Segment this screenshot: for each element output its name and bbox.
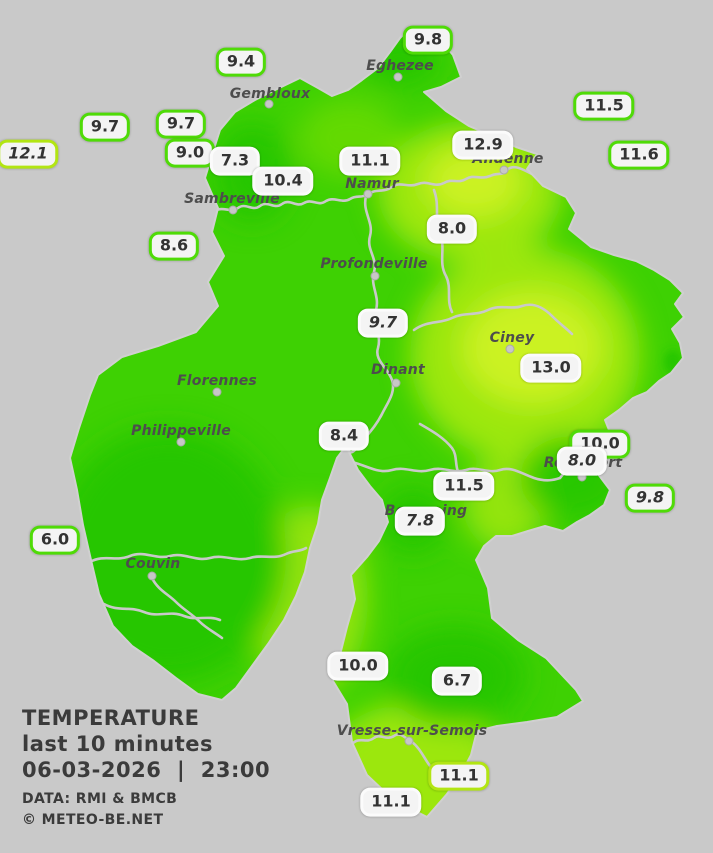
station-value-chip: 8.0 — [556, 446, 608, 476]
city-label: Sambreville — [184, 191, 280, 207]
rivers-and-borders — [88, 165, 600, 773]
station-value-chip: 9.0 — [164, 138, 216, 168]
city-label: Namur — [345, 176, 399, 192]
district-border-1 — [432, 188, 454, 314]
city-label: Couvin — [125, 556, 181, 572]
map-subtitle: last 10 minutes — [22, 732, 214, 756]
river-sambre — [210, 193, 368, 215]
data-source: DATA: RMI & BMCB — [22, 791, 178, 807]
station-value-chip: 9.8 — [402, 25, 454, 55]
river-couvin-1 — [88, 546, 308, 564]
city-dot — [505, 344, 515, 354]
station-value-chip: 6.0 — [29, 525, 81, 555]
station-value-chip: 8.0 — [426, 214, 478, 244]
station-value-chip: 11.1 — [339, 146, 401, 176]
map-datetime: 06-03-2026 | 23:00 — [22, 758, 271, 782]
copyright: © METEO-BE.NET — [22, 812, 164, 828]
river-couvin-2 — [150, 576, 224, 640]
map-title: TEMPERATURE — [22, 706, 200, 730]
station-value-chip: 11.1 — [428, 761, 490, 791]
station-value-chip: 6.7 — [431, 666, 483, 696]
city-label: Ciney — [489, 330, 535, 346]
station-value-chip: 11.6 — [608, 140, 670, 170]
river-meuse-north — [364, 165, 548, 197]
city-dot — [264, 99, 274, 109]
city-dot — [212, 387, 222, 397]
city-dot — [228, 205, 238, 215]
station-value-chip: 8.4 — [318, 421, 370, 451]
city-dot — [499, 165, 509, 175]
city-dot — [404, 736, 414, 746]
station-value-chip: 10.0 — [327, 651, 389, 681]
city-label: Florennes — [177, 373, 257, 389]
station-value-chip: 9.8 — [624, 483, 676, 513]
city-dot — [147, 571, 157, 581]
city-dot — [391, 378, 401, 388]
city-label: Vresse-sur-Semois — [336, 723, 488, 739]
station-value-chip: 12.1 — [0, 139, 59, 169]
city-label: Eghezee — [366, 58, 434, 74]
station-value-chip: 11.5 — [573, 91, 635, 121]
station-value-chip: 8.6 — [148, 231, 200, 261]
station-value-chip: 13.0 — [520, 353, 582, 383]
station-value-chip: 9.4 — [215, 47, 267, 77]
station-value-chip: 10.4 — [252, 166, 314, 196]
city-label: Profondeville — [320, 256, 428, 272]
city-label: Philippeville — [131, 423, 231, 439]
station-value-chip: 7.8 — [394, 506, 446, 536]
city-label: Dinant — [371, 362, 425, 378]
city-dot — [393, 72, 403, 82]
station-value-chip: 9.7 — [357, 308, 409, 338]
station-value-chip: 11.1 — [360, 787, 422, 817]
station-value-chip: 7.3 — [209, 146, 261, 176]
river-bocq — [412, 303, 574, 336]
station-value-chip: 9.7 — [79, 112, 131, 142]
station-value-chip: 9.7 — [155, 109, 207, 139]
city-dot — [363, 189, 373, 199]
station-value-chip: 11.5 — [433, 471, 495, 501]
river-lesse — [350, 460, 562, 482]
river-couvin-3 — [102, 602, 222, 622]
city-dot — [176, 437, 186, 447]
station-value-chip: 12.9 — [452, 130, 514, 160]
title-block: TEMPERATURE last 10 minutes 06-03-2026 |… — [22, 705, 270, 831]
city-label: Gembloux — [229, 86, 311, 102]
city-dot — [370, 271, 380, 281]
